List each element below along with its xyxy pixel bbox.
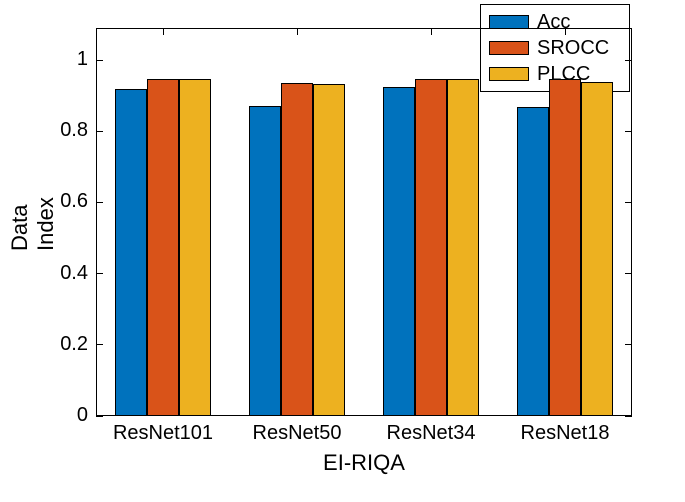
y-tick	[625, 416, 632, 417]
x-tick	[431, 28, 432, 35]
y-tick-label: 0.4	[60, 262, 88, 285]
y-tick	[96, 131, 103, 132]
y-tick	[625, 131, 632, 132]
y-tick-label: 0.2	[60, 333, 88, 356]
bar	[179, 79, 211, 416]
x-tick-label: ResNet50	[242, 422, 352, 445]
y-tick	[625, 202, 632, 203]
y-tick	[625, 60, 632, 61]
x-tick	[297, 28, 298, 35]
y-tick	[96, 60, 103, 61]
x-tick-label: ResNet34	[376, 422, 486, 445]
y-tick	[96, 344, 103, 345]
legend-item: SROCC	[489, 35, 621, 61]
bar	[549, 79, 581, 416]
bar	[147, 79, 179, 416]
y-tick	[625, 344, 632, 345]
y-tick	[96, 273, 103, 274]
y-tick	[96, 202, 103, 203]
y-tick-label: 0	[77, 404, 88, 427]
bar	[313, 84, 345, 416]
bar	[415, 79, 447, 416]
x-axis-label: EI-RIQA	[96, 450, 632, 476]
x-tick	[565, 28, 566, 35]
x-tick-label: ResNet101	[108, 422, 218, 445]
x-tick-label: ResNet18	[510, 422, 620, 445]
bar	[447, 79, 479, 416]
axis-line	[96, 28, 97, 416]
y-tick	[96, 416, 103, 417]
bar	[383, 87, 415, 416]
legend-swatch	[489, 67, 529, 81]
bar	[517, 107, 549, 416]
legend-swatch	[489, 41, 529, 55]
legend-swatch	[489, 15, 529, 29]
axis-line	[631, 28, 632, 416]
legend-item: Acc	[489, 9, 621, 35]
legend-label: SROCC	[537, 37, 609, 60]
bar	[249, 106, 281, 416]
y-tick-label: 0.8	[60, 119, 88, 142]
y-tick-label: 1	[77, 48, 88, 71]
bar	[581, 82, 613, 416]
y-tick	[625, 273, 632, 274]
x-tick	[163, 28, 164, 35]
y-axis-label: Data Index	[7, 221, 59, 251]
bar	[115, 89, 147, 416]
y-tick-label: 0.6	[60, 190, 88, 213]
axis-line	[96, 28, 632, 29]
chart-container: Data Index EI-RIQA AccSROCCPLCC 00.20.40…	[0, 0, 685, 502]
bar	[281, 83, 313, 416]
